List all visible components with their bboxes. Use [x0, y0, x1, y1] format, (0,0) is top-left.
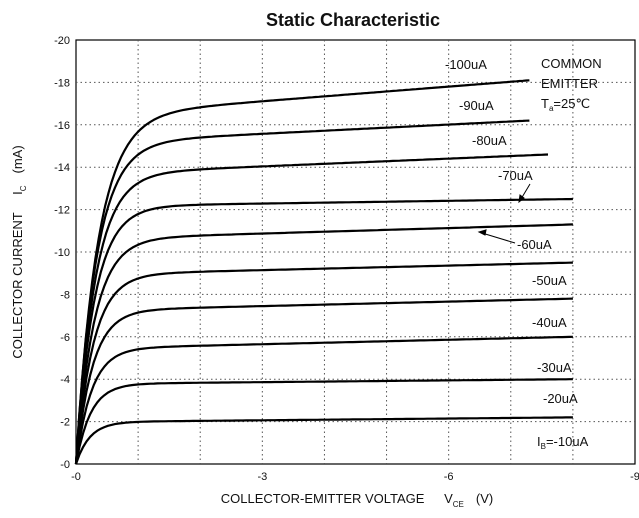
curve-layer: [74, 79, 573, 465]
series-curve: [74, 119, 530, 465]
y-tick-label: -18: [54, 77, 70, 89]
series-label-symbol: I: [537, 434, 541, 449]
series-label: -50uA: [532, 273, 567, 288]
series-curve: [74, 79, 530, 465]
y-tick-label: -4: [60, 374, 70, 386]
grid-layer: [76, 40, 635, 464]
y-axis-label-text: COLLECTOR CURRENT: [10, 212, 25, 358]
y-tick-label: -8: [60, 289, 70, 301]
series-curve: [74, 223, 573, 465]
series-label: IB=-10uA: [537, 434, 589, 451]
x-axis-subscript: CE: [453, 500, 464, 509]
curve-labels: IB=-10uA -20uA -30uA -40uA -50uA -60uA -70uA -8…: [445, 57, 589, 451]
series-label: -40uA: [532, 315, 567, 330]
chart-title: Static Characteristic: [266, 10, 440, 30]
annotation-common: COMMON: [541, 56, 602, 71]
series-label: -100uA: [445, 57, 487, 72]
y-tick-label: -20: [54, 35, 70, 47]
series-curve: [74, 335, 573, 465]
y-tick-label: -12: [54, 205, 70, 217]
series-label: -30uA: [537, 360, 572, 375]
x-axis-symbol: V: [444, 491, 453, 506]
y-axis-symbol: I: [10, 191, 25, 195]
series-curve: [74, 153, 549, 465]
y-axis-unit: (mA): [10, 145, 25, 173]
x-tick-label: -3: [257, 471, 267, 483]
x-axis-unit: (V): [476, 491, 493, 506]
series-label-subscript: B: [541, 442, 546, 451]
annotation-emitter: EMITTER: [541, 76, 598, 91]
series-label: -80uA: [472, 133, 507, 148]
arrow-60ua-head: [477, 229, 487, 236]
series-curve: [74, 297, 573, 465]
tick-labels: -0 -3 -6 -9 -0 -2 -4 -6 -8 -10 -12 -14 -16 -18 -20: [54, 35, 639, 483]
series-label: -20uA: [543, 391, 578, 406]
series-label-value: =-10uA: [546, 434, 589, 449]
arrow-60ua: [481, 232, 516, 244]
annotation-temp-value: =25℃: [553, 96, 590, 111]
series-label: -60uA: [517, 237, 552, 252]
y-tick-label: -14: [54, 162, 70, 174]
arrow-70ua-head: [518, 194, 525, 204]
x-axis-label: COLLECTOR-EMITTER VOLTAGE VCE (V): [221, 491, 493, 509]
y-tick-label: -10: [54, 247, 70, 259]
y-tick-label: -6: [60, 332, 70, 344]
series-curve: [74, 197, 573, 465]
series-label: -90uA: [459, 98, 494, 113]
x-tick-label: -0: [71, 471, 81, 483]
series-curve: [74, 261, 573, 465]
y-tick-label: -2: [60, 417, 70, 429]
series-curve: [74, 378, 573, 465]
y-axis-label: COLLECTOR CURRENT IC (mA): [10, 145, 28, 358]
series-curve: [74, 416, 573, 465]
x-tick-label: -9: [630, 471, 639, 483]
y-tick-label: -0: [60, 459, 70, 471]
annotation-temp-subscript: a: [549, 104, 554, 113]
series-label: -70uA: [498, 168, 533, 183]
x-axis-label-text: COLLECTOR-EMITTER VOLTAGE: [221, 491, 425, 506]
annotation-temp-symbol: T: [541, 96, 549, 111]
y-axis-subscript: C: [19, 185, 28, 191]
annotation-arrows: [477, 183, 531, 244]
annotation-temperature: Ta=25℃: [541, 96, 590, 113]
y-tick-label: -16: [54, 120, 70, 132]
x-tick-label: -6: [444, 471, 454, 483]
